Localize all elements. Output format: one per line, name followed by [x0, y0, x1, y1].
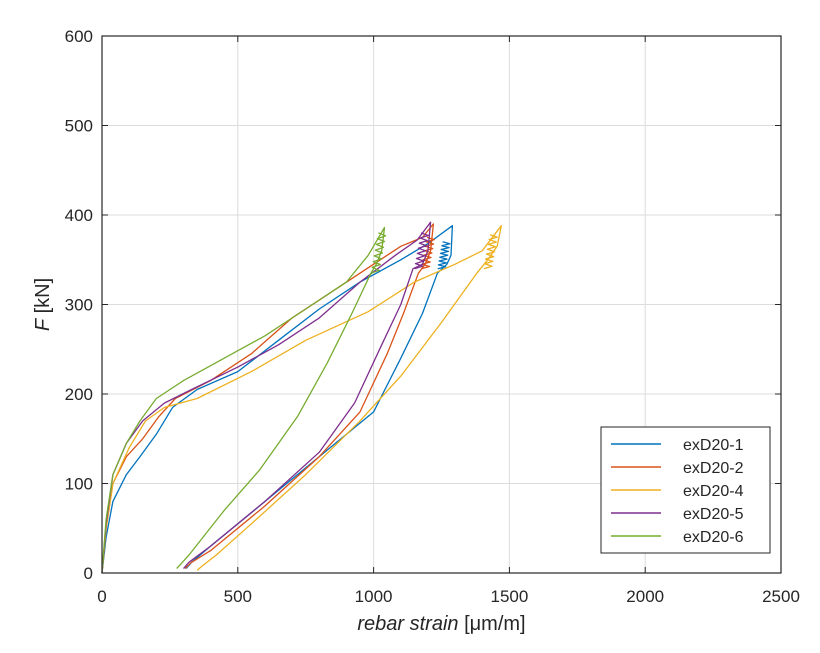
- x-axis-label-unit: [μm/m]: [459, 613, 526, 635]
- x-tick-label: 2500: [762, 587, 800, 606]
- x-tick-label: 0: [97, 587, 106, 606]
- legend-label-exD20-5: exD20-5: [683, 506, 744, 523]
- legend-box: [600, 426, 771, 554]
- y-axis-label-unit: [kN]: [32, 278, 54, 319]
- x-axis-label: rebar strain [μm/m]: [357, 613, 525, 635]
- x-tick-label: 1000: [355, 587, 393, 606]
- series-line-exD20-1: [101, 225, 454, 574]
- y-tick-label: 0: [84, 564, 93, 583]
- series-cycles-exD20-1: [437, 241, 451, 270]
- legend-label-exD20-1: exD20-1: [683, 437, 744, 454]
- legend-label-exD20-2: exD20-2: [683, 460, 744, 477]
- y-tick-label: 200: [65, 385, 93, 404]
- series-cycles-exD20-4: [483, 234, 498, 270]
- y-tick-label: 100: [65, 475, 93, 494]
- y-axis-label: F [kN]: [32, 278, 54, 331]
- series-cycles-exD20-5: [414, 232, 429, 270]
- plot-series: [101, 221, 502, 574]
- y-tick-label: 500: [65, 117, 93, 136]
- x-axis-label-italic: rebar strain: [357, 613, 458, 635]
- grid-lines: [102, 36, 781, 573]
- x-tick-label: 500: [224, 587, 252, 606]
- y-tick-label: 400: [65, 206, 93, 225]
- y-axis-label-italic: F: [32, 317, 54, 331]
- series-cycles-exD20-6: [370, 232, 387, 274]
- x-tick-label: 1500: [490, 587, 528, 606]
- legend-label-exD20-6: exD20-6: [683, 529, 744, 546]
- legend: exD20-1 exD20-2 exD20-4 exD20-5 exD20-6: [600, 426, 771, 554]
- series-line-exD20-5: [101, 221, 432, 574]
- axis-ticks: 0 500 1000 1500 2000 2500 0 100 200 300 400 500 600: [65, 27, 800, 606]
- legend-label-exD20-4: exD20-4: [683, 483, 744, 500]
- series-line-exD20-4: [101, 225, 502, 574]
- y-tick-label: 600: [65, 27, 93, 46]
- x-tick-label: 2000: [626, 587, 664, 606]
- y-tick-label: 300: [65, 296, 93, 315]
- series-line-exD20-6: [101, 226, 386, 574]
- series-line-exD20-2: [101, 223, 435, 574]
